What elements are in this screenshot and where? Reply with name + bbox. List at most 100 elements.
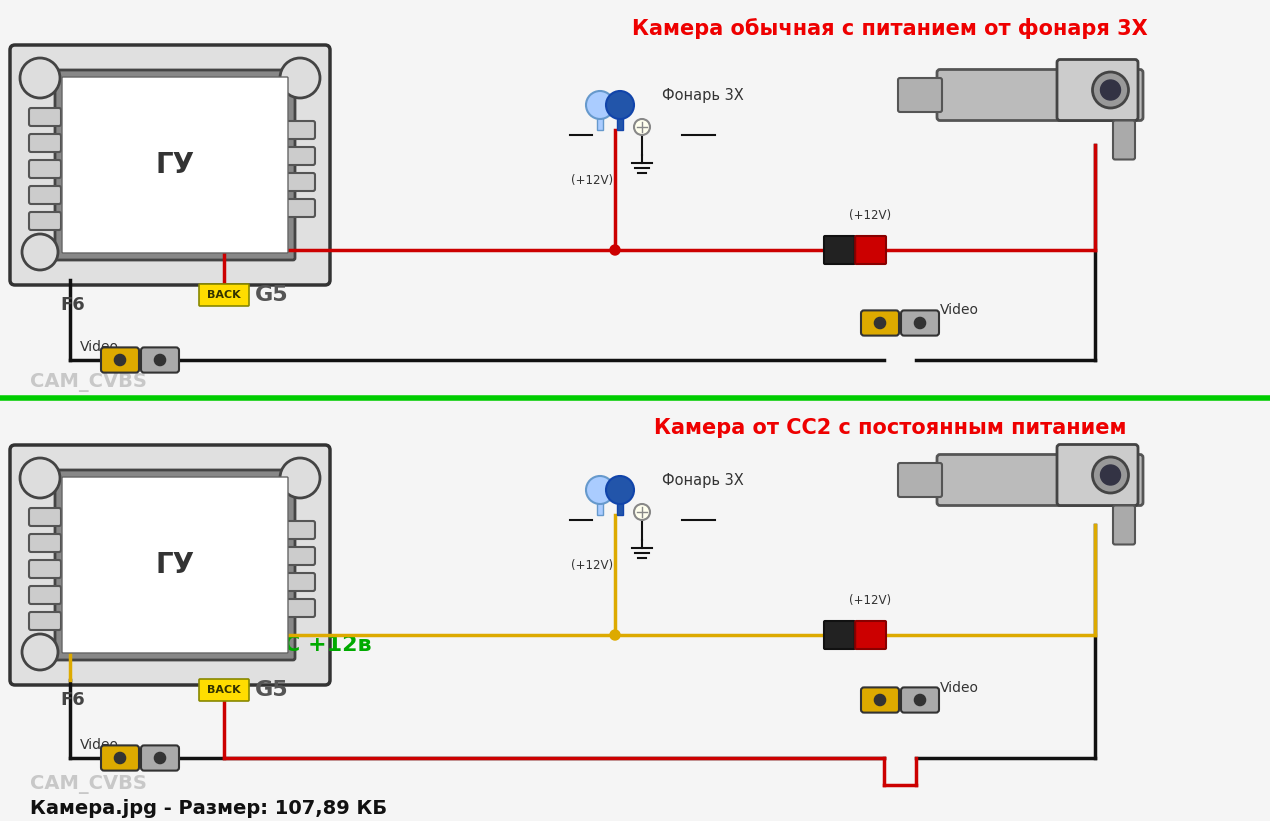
FancyBboxPatch shape [62, 77, 288, 253]
Text: (+12V): (+12V) [848, 209, 892, 222]
Circle shape [279, 58, 320, 98]
Text: G5: G5 [255, 680, 288, 700]
Text: CAM_CVBS: CAM_CVBS [30, 373, 147, 392]
FancyBboxPatch shape [29, 612, 61, 630]
FancyBboxPatch shape [937, 455, 1143, 506]
Circle shape [585, 91, 613, 119]
Text: Фонарь 3Х: Фонарь 3Х [662, 473, 744, 488]
FancyBboxPatch shape [102, 745, 138, 771]
FancyBboxPatch shape [279, 173, 315, 191]
FancyBboxPatch shape [1113, 506, 1135, 544]
FancyBboxPatch shape [279, 547, 315, 565]
Circle shape [875, 695, 885, 705]
FancyBboxPatch shape [279, 573, 315, 591]
Text: Video: Video [80, 738, 119, 752]
Text: BACK: BACK [207, 290, 241, 300]
Text: BACK: BACK [207, 685, 241, 695]
Circle shape [114, 355, 126, 365]
FancyBboxPatch shape [10, 45, 330, 285]
Circle shape [155, 752, 165, 764]
Circle shape [20, 58, 60, 98]
FancyBboxPatch shape [855, 621, 886, 649]
FancyBboxPatch shape [10, 445, 330, 685]
FancyBboxPatch shape [824, 621, 855, 649]
FancyBboxPatch shape [29, 134, 61, 152]
FancyBboxPatch shape [279, 121, 315, 139]
FancyBboxPatch shape [29, 186, 61, 204]
FancyBboxPatch shape [141, 347, 179, 373]
FancyBboxPatch shape [900, 687, 939, 713]
FancyBboxPatch shape [29, 212, 61, 230]
Text: Video: Video [940, 303, 979, 317]
Text: Video: Video [940, 681, 979, 695]
FancyBboxPatch shape [861, 310, 899, 336]
Circle shape [914, 318, 926, 328]
FancyBboxPatch shape [199, 679, 249, 701]
Circle shape [606, 476, 634, 504]
Bar [617, 495, 624, 515]
FancyBboxPatch shape [279, 199, 315, 217]
Circle shape [875, 318, 885, 328]
FancyBboxPatch shape [279, 147, 315, 165]
Text: Камера обычная с питанием от фонаря 3Х: Камера обычная с питанием от фонаря 3Х [632, 17, 1148, 39]
Circle shape [20, 458, 60, 498]
Text: F6: F6 [60, 296, 85, 314]
Circle shape [585, 476, 613, 504]
FancyBboxPatch shape [898, 78, 942, 112]
FancyBboxPatch shape [937, 70, 1143, 121]
Text: (+12V): (+12V) [572, 558, 613, 571]
Circle shape [155, 355, 165, 365]
Text: G5: G5 [255, 285, 288, 305]
Circle shape [610, 245, 620, 255]
Circle shape [634, 504, 650, 520]
Bar [617, 110, 624, 130]
FancyBboxPatch shape [279, 599, 315, 617]
Text: CAM_CVBS: CAM_CVBS [30, 776, 147, 795]
FancyBboxPatch shape [29, 160, 61, 178]
Circle shape [22, 634, 58, 670]
Circle shape [606, 91, 634, 119]
FancyBboxPatch shape [824, 236, 855, 264]
Bar [0, 0, 1270, 395]
FancyBboxPatch shape [1113, 121, 1135, 159]
Bar [597, 110, 603, 130]
Text: ГУ: ГУ [155, 151, 194, 179]
Text: F6: F6 [60, 691, 85, 709]
FancyBboxPatch shape [1057, 444, 1138, 506]
Bar [0, 400, 1270, 821]
Circle shape [634, 119, 650, 135]
FancyBboxPatch shape [55, 70, 295, 260]
Circle shape [1092, 72, 1129, 108]
FancyBboxPatch shape [29, 560, 61, 578]
FancyBboxPatch shape [900, 310, 939, 336]
FancyBboxPatch shape [141, 745, 179, 771]
Text: (+12V): (+12V) [848, 594, 892, 607]
Text: G3: АСС +12в: G3: АСС +12в [199, 635, 372, 655]
Text: Video: Video [80, 340, 119, 354]
FancyBboxPatch shape [29, 508, 61, 526]
FancyBboxPatch shape [1057, 59, 1138, 121]
Circle shape [114, 752, 126, 764]
Circle shape [1101, 80, 1120, 100]
FancyBboxPatch shape [898, 463, 942, 497]
Bar [597, 495, 603, 515]
Circle shape [279, 458, 320, 498]
Circle shape [610, 630, 620, 640]
FancyBboxPatch shape [279, 521, 315, 539]
Text: (+12V): (+12V) [572, 173, 613, 186]
FancyBboxPatch shape [855, 236, 886, 264]
Circle shape [22, 234, 58, 270]
FancyBboxPatch shape [861, 687, 899, 713]
FancyBboxPatch shape [199, 284, 249, 306]
FancyBboxPatch shape [62, 477, 288, 653]
Text: ГУ: ГУ [155, 551, 194, 579]
FancyBboxPatch shape [29, 586, 61, 604]
FancyBboxPatch shape [102, 347, 138, 373]
FancyBboxPatch shape [29, 108, 61, 126]
FancyBboxPatch shape [29, 534, 61, 552]
Text: Фонарь 3Х: Фонарь 3Х [662, 88, 744, 103]
Circle shape [1101, 465, 1120, 485]
FancyBboxPatch shape [55, 470, 295, 660]
Text: Камера от СС2 с постоянным питанием: Камера от СС2 с постоянным питанием [654, 418, 1126, 438]
Text: Камера.jpg - Размер: 107,89 КБ: Камера.jpg - Размер: 107,89 КБ [30, 799, 387, 818]
